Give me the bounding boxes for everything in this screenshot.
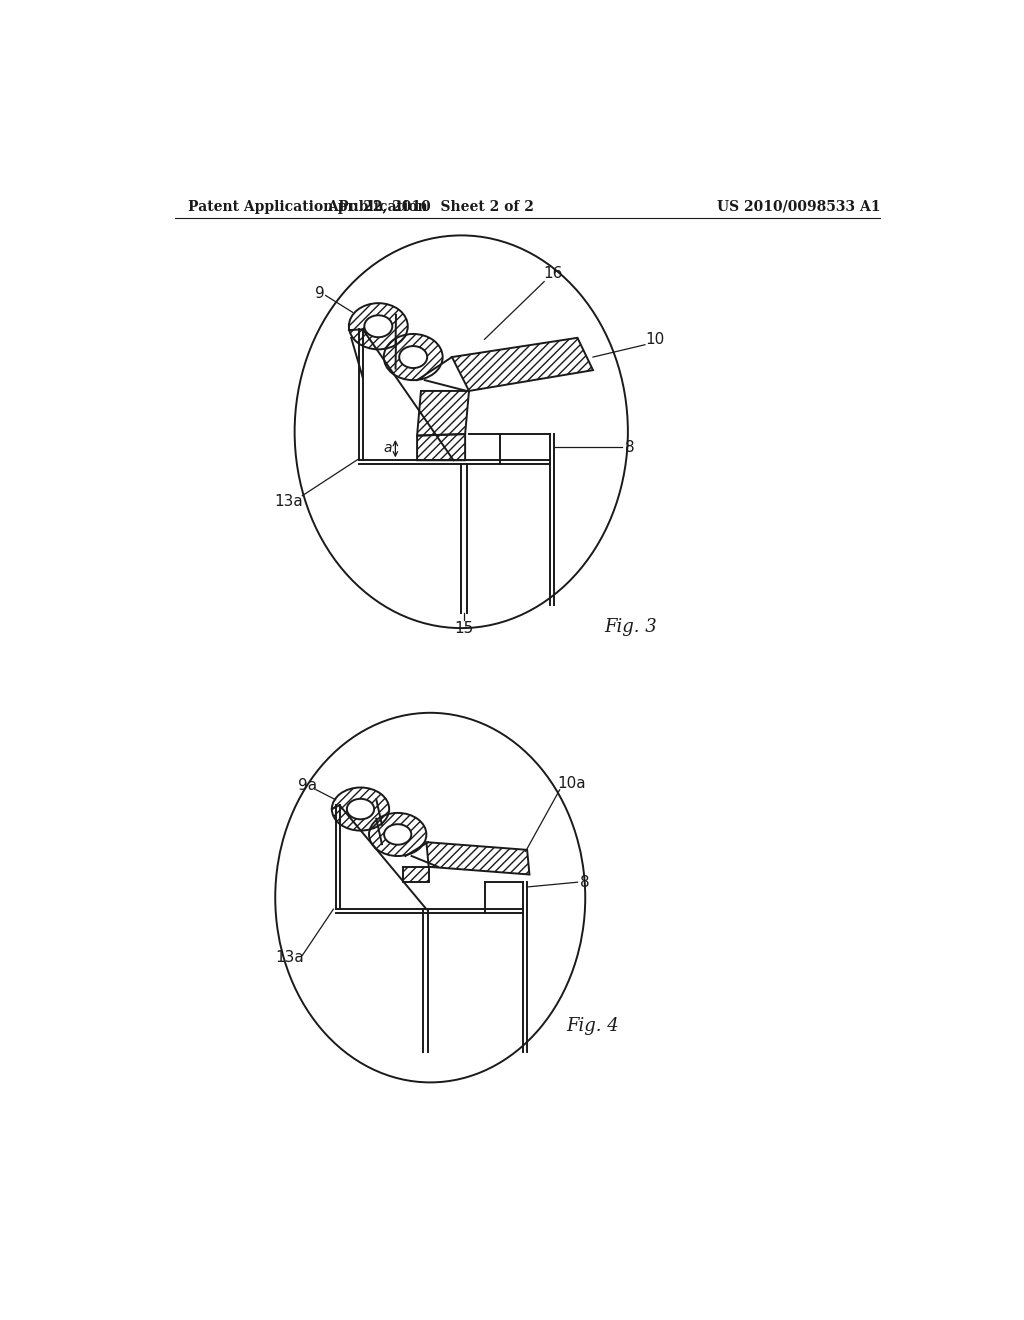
Ellipse shape <box>384 824 412 845</box>
Text: 9a: 9a <box>298 779 317 793</box>
Text: Apr. 22, 2010  Sheet 2 of 2: Apr. 22, 2010 Sheet 2 of 2 <box>327 199 534 214</box>
Text: 10a: 10a <box>558 776 587 791</box>
Text: 8: 8 <box>626 440 635 454</box>
Ellipse shape <box>365 315 392 337</box>
Ellipse shape <box>347 799 374 820</box>
Text: 16: 16 <box>543 267 562 281</box>
Text: US 2010/0098533 A1: US 2010/0098533 A1 <box>717 199 881 214</box>
Text: Fig. 4: Fig. 4 <box>566 1016 618 1035</box>
Text: 9: 9 <box>315 285 325 301</box>
Text: 10: 10 <box>645 331 665 347</box>
Text: Fig. 3: Fig. 3 <box>604 618 657 636</box>
Text: 13a: 13a <box>274 950 303 965</box>
Ellipse shape <box>399 346 427 368</box>
Text: a: a <box>383 441 391 455</box>
Text: Patent Application Publication: Patent Application Publication <box>188 199 428 214</box>
Text: 13a: 13a <box>274 494 303 508</box>
Text: 15: 15 <box>454 620 473 636</box>
Text: 8: 8 <box>581 875 590 890</box>
